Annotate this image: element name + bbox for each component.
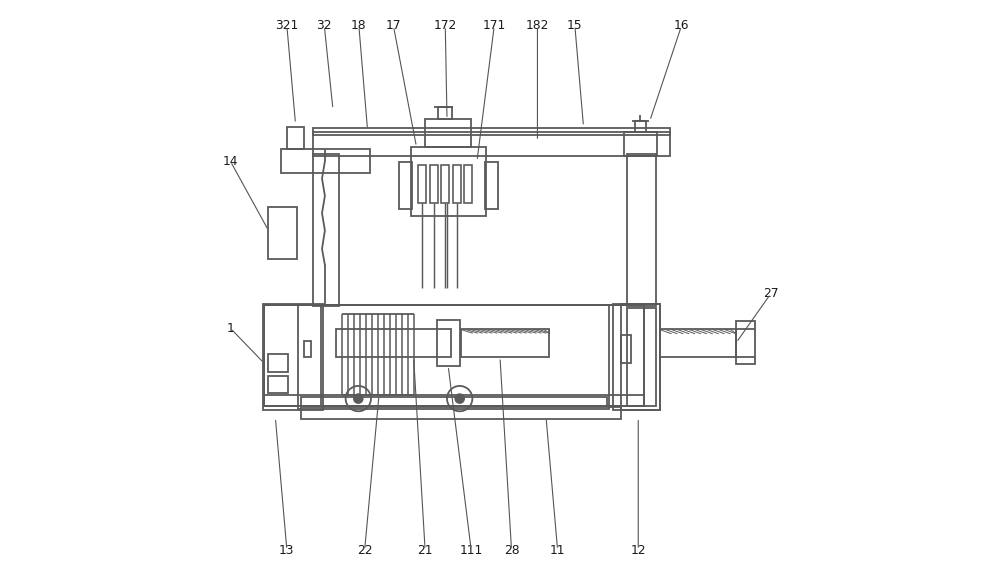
Bar: [438, 107, 452, 119]
Bar: [624, 132, 657, 156]
Bar: [635, 121, 646, 132]
Text: 14: 14: [223, 155, 238, 168]
Bar: [441, 165, 449, 203]
Bar: [485, 162, 498, 209]
Text: 21: 21: [417, 544, 433, 556]
Bar: [621, 304, 660, 410]
Bar: [301, 397, 607, 406]
Circle shape: [455, 394, 464, 403]
Text: 182: 182: [526, 20, 549, 32]
Bar: [264, 305, 644, 406]
Bar: [418, 165, 426, 203]
Bar: [627, 308, 656, 406]
Bar: [313, 128, 670, 135]
Text: 32: 32: [317, 20, 332, 32]
Text: 1: 1: [227, 322, 234, 335]
Bar: [399, 162, 412, 209]
Bar: [411, 147, 486, 216]
Circle shape: [354, 394, 363, 403]
Bar: [613, 304, 660, 410]
Bar: [313, 132, 670, 156]
Bar: [621, 335, 631, 363]
Text: 18: 18: [351, 20, 367, 32]
Text: 171: 171: [483, 20, 506, 32]
Text: 15: 15: [567, 20, 583, 32]
Text: 27: 27: [763, 287, 778, 300]
Bar: [281, 149, 370, 173]
Bar: [425, 119, 471, 147]
Text: 13: 13: [279, 544, 295, 556]
Text: 172: 172: [434, 20, 457, 32]
Bar: [453, 165, 461, 203]
Bar: [660, 329, 736, 357]
Bar: [736, 321, 755, 364]
Bar: [287, 127, 304, 149]
Text: 16: 16: [674, 20, 689, 32]
Bar: [313, 154, 339, 306]
Bar: [301, 407, 621, 419]
Bar: [336, 329, 451, 357]
Text: 111: 111: [460, 544, 483, 556]
Bar: [627, 154, 656, 306]
Bar: [264, 395, 644, 406]
Bar: [437, 320, 460, 366]
Bar: [268, 207, 297, 259]
Bar: [298, 305, 609, 409]
Bar: [263, 304, 323, 410]
Text: 321: 321: [275, 20, 299, 32]
Text: 12: 12: [630, 544, 646, 556]
Bar: [264, 305, 644, 406]
Bar: [430, 165, 438, 203]
Bar: [464, 165, 472, 203]
Bar: [304, 341, 311, 357]
Bar: [268, 354, 288, 372]
Text: 22: 22: [357, 544, 372, 556]
Text: 17: 17: [386, 20, 401, 32]
Text: 28: 28: [504, 544, 519, 556]
Bar: [268, 376, 288, 393]
Text: 11: 11: [550, 544, 565, 556]
Bar: [461, 329, 549, 357]
Bar: [264, 305, 321, 406]
